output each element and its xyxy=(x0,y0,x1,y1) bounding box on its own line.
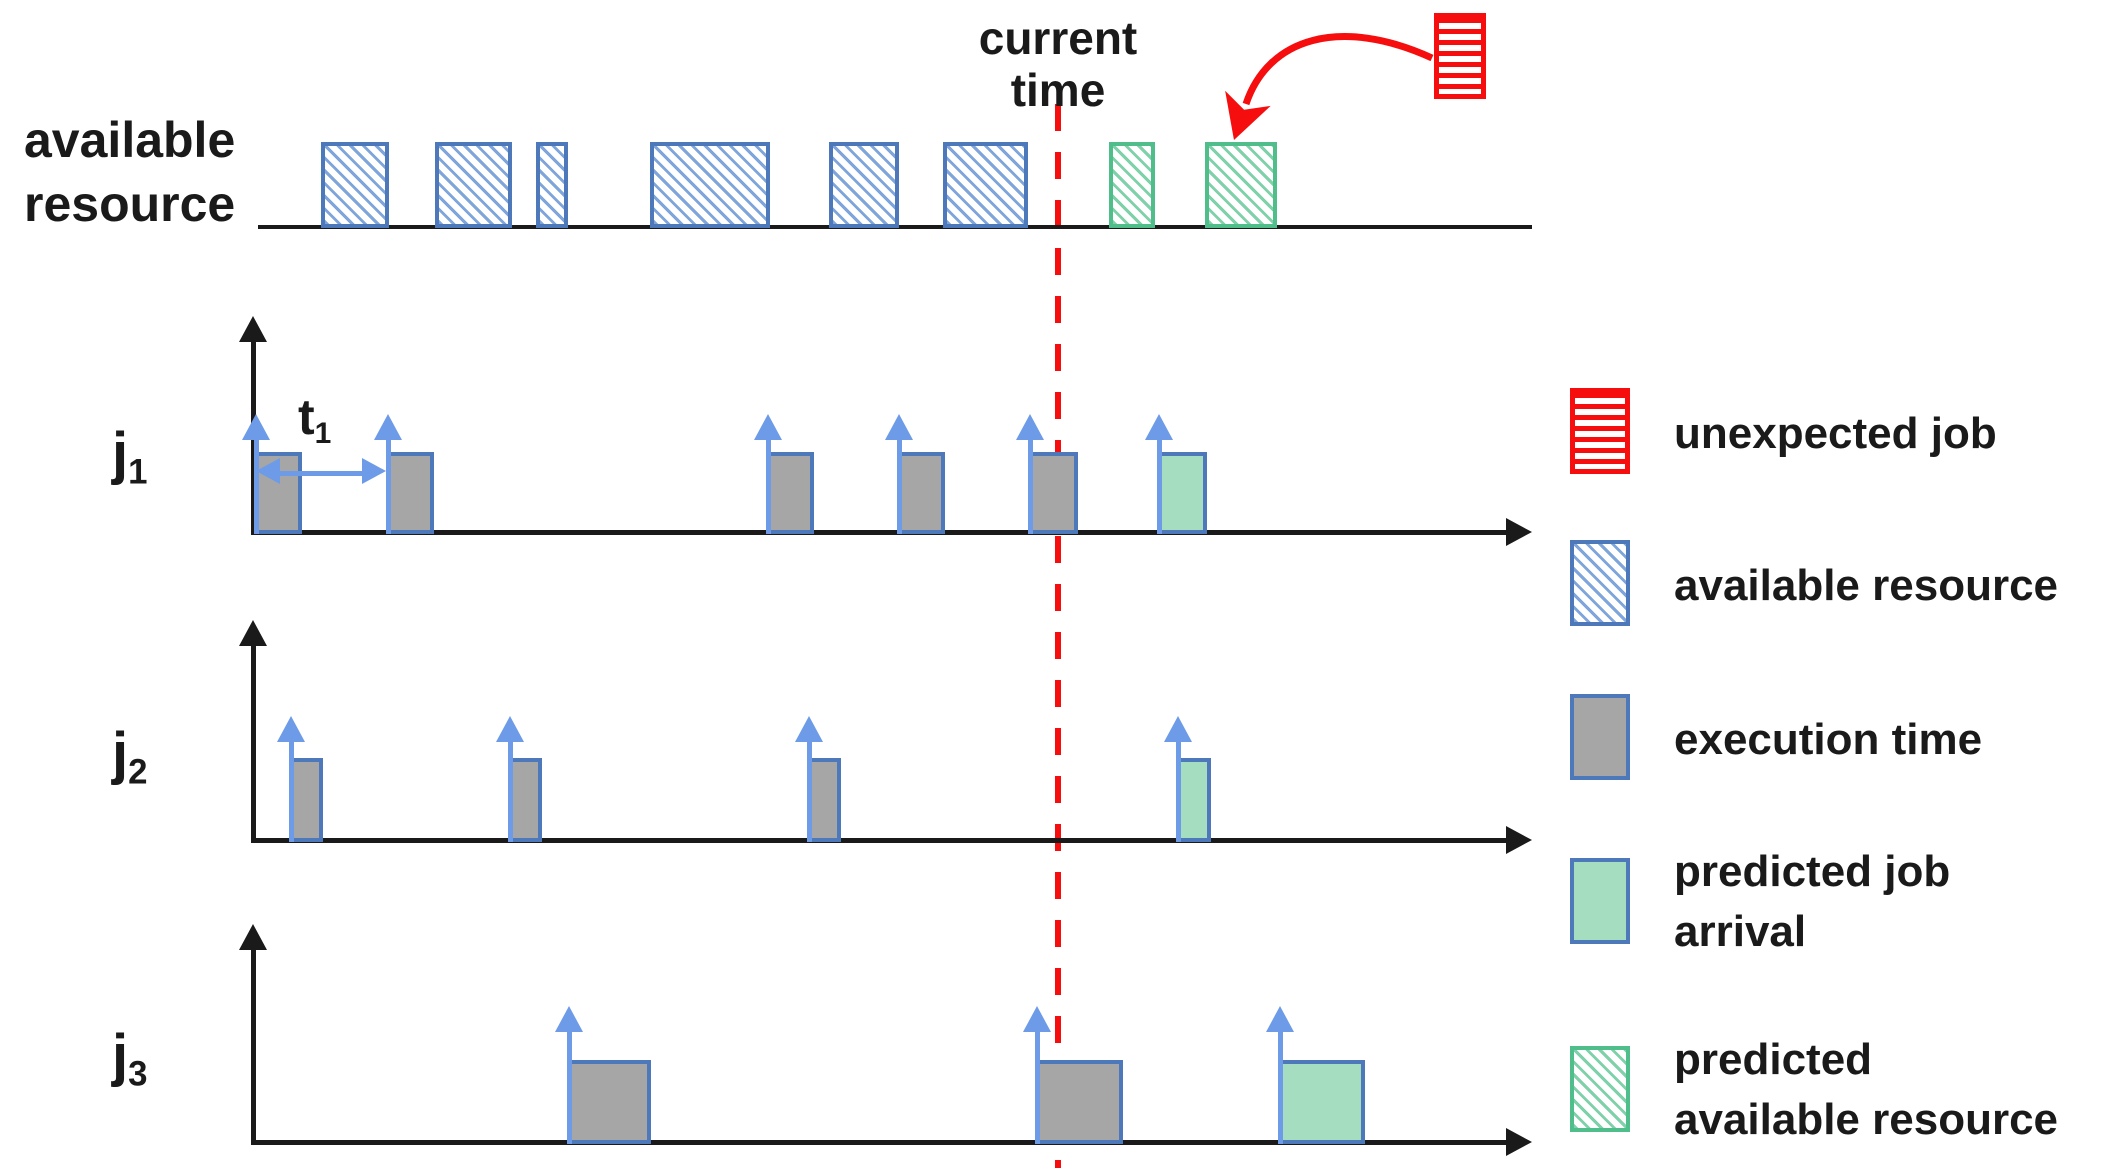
legend-swatch-unexpected-job xyxy=(1570,388,1630,474)
value-axis-head xyxy=(239,316,267,342)
execution-time-block xyxy=(1035,1060,1123,1144)
value-axis xyxy=(251,946,256,1144)
legend-label-execution-time: execution time xyxy=(1674,710,1982,770)
row-label: j2 xyxy=(112,720,147,792)
current-time-line xyxy=(1055,104,1061,1168)
legend-label-unexpected-job-line1: unexpected job xyxy=(1674,409,1997,458)
t1-label-sub: 1 xyxy=(314,417,332,450)
row-label-sub: 1 xyxy=(128,452,148,492)
row-label: j3 xyxy=(112,1022,147,1094)
value-axis-head xyxy=(239,620,267,646)
current-time-label-line1: current xyxy=(978,12,1138,64)
job-arrival-arrow-shaft xyxy=(567,1028,572,1144)
job-arrival-arrow-head xyxy=(496,716,524,742)
legend-label-predicted-job-arrival: predicted job arrival xyxy=(1674,842,1950,962)
t1-interval-arrow-shaft xyxy=(276,471,366,476)
time-axis xyxy=(251,837,1506,843)
execution-time-block xyxy=(289,758,323,842)
predicted-job-arrival-block xyxy=(1176,758,1211,842)
legend-swatch-available-resource xyxy=(1570,540,1630,626)
row-label-base: j xyxy=(112,1023,129,1088)
job-arrival-arrow-head xyxy=(277,716,305,742)
job-arrival-arrow-shaft xyxy=(386,436,391,534)
job-arrival-arrow-shaft xyxy=(1028,436,1033,534)
execution-time-block xyxy=(567,1060,651,1144)
job-arrival-arrow-shaft xyxy=(766,436,771,534)
job-arrival-arrow-shaft xyxy=(254,436,259,534)
job-arrival-arrow-head xyxy=(555,1006,583,1032)
time-axis xyxy=(251,529,1506,535)
available-resource-block xyxy=(829,142,899,228)
row-label: j1 xyxy=(112,420,147,492)
job-arrival-arrow-shaft xyxy=(508,738,513,842)
value-axis-head xyxy=(239,924,267,950)
t1-interval-arrow-right-head xyxy=(362,458,386,484)
available-resource-label-line1: available xyxy=(24,112,236,168)
legend-label-unexpected-job: unexpected job xyxy=(1674,404,1997,464)
row-label-base: j xyxy=(112,721,129,786)
row-label-sub: 2 xyxy=(128,752,148,792)
legend-swatch-execution-time xyxy=(1570,694,1630,780)
available-resource-block xyxy=(650,142,770,228)
legend-label-predicted-job-arrival-line1: predicted job xyxy=(1674,847,1951,896)
legend-label-predicted-available-resource: predicted available resource xyxy=(1674,1030,2058,1150)
execution-time-block xyxy=(386,452,434,534)
job-arrival-arrow-head xyxy=(374,414,402,440)
predicted-job-arrival-block xyxy=(1278,1060,1365,1144)
time-axis xyxy=(251,1139,1506,1145)
t1-interval-arrow-left-head xyxy=(256,458,280,484)
job-arrival-arrow-head xyxy=(1023,1006,1051,1032)
time-axis-head xyxy=(1506,1128,1532,1156)
job-arrival-arrow-shaft xyxy=(1278,1028,1283,1144)
available-resource-block xyxy=(321,142,389,228)
job-arrival-arrow-shaft xyxy=(1157,436,1162,534)
job-arrival-arrow-head xyxy=(1266,1006,1294,1032)
job-arrival-arrow-shaft xyxy=(1176,738,1181,842)
execution-time-block xyxy=(807,758,841,842)
job-arrival-arrow-head xyxy=(1016,414,1044,440)
legend-swatch-predicted-job-arrival xyxy=(1570,858,1630,944)
job-arrival-arrow-head xyxy=(795,716,823,742)
legend-label-available-resource: available resource xyxy=(1674,556,2058,616)
legend-label-predicted-job-arrival-line2: arrival xyxy=(1674,907,1807,956)
available-resource-block xyxy=(943,142,1028,228)
row-label-base: j xyxy=(112,421,129,486)
t1-label: t1 xyxy=(298,388,331,451)
current-time-label-line2: time xyxy=(1010,64,1106,116)
time-axis-head xyxy=(1506,518,1532,546)
execution-time-block xyxy=(1028,452,1078,534)
t1-label-base: t xyxy=(298,389,315,445)
row-label-sub: 3 xyxy=(128,1054,148,1094)
available-resource-label: available resource xyxy=(24,108,235,236)
legend-label-predicted-available-resource-line1: predicted xyxy=(1674,1035,1873,1084)
job-arrival-arrow-shaft xyxy=(289,738,294,842)
job-arrival-arrow-shaft xyxy=(1035,1028,1040,1144)
execution-time-block xyxy=(897,452,945,534)
available-resource-block xyxy=(536,142,568,228)
legend-label-available-resource-line1: available resource xyxy=(1674,561,2059,610)
unexpected-job-block xyxy=(1434,13,1486,99)
execution-time-block xyxy=(766,452,814,534)
job-arrival-arrow-head xyxy=(242,414,270,440)
legend-label-execution-time-line1: execution time xyxy=(1674,715,1983,764)
current-time-label: current time xyxy=(908,12,1208,116)
time-axis-head xyxy=(1506,826,1532,854)
execution-time-block xyxy=(508,758,542,842)
job-arrival-arrow-shaft xyxy=(897,436,902,534)
predicted-available-resource-block xyxy=(1109,142,1155,228)
available-resource-block xyxy=(435,142,512,228)
predicted-job-arrival-block xyxy=(1157,452,1207,534)
available-resource-label-line2: resource xyxy=(24,176,236,232)
job-arrival-arrow-shaft xyxy=(807,738,812,842)
legend-swatch-predicted-available-resource xyxy=(1570,1046,1630,1132)
job-arrival-arrow-head xyxy=(885,414,913,440)
job-arrival-arrow-head xyxy=(754,414,782,440)
value-axis xyxy=(251,642,256,842)
job-arrival-arrow-head xyxy=(1145,414,1173,440)
predicted-available-resource-block xyxy=(1205,142,1277,228)
legend-label-predicted-available-resource-line2: available resource xyxy=(1674,1095,2059,1144)
job-arrival-arrow-head xyxy=(1164,716,1192,742)
